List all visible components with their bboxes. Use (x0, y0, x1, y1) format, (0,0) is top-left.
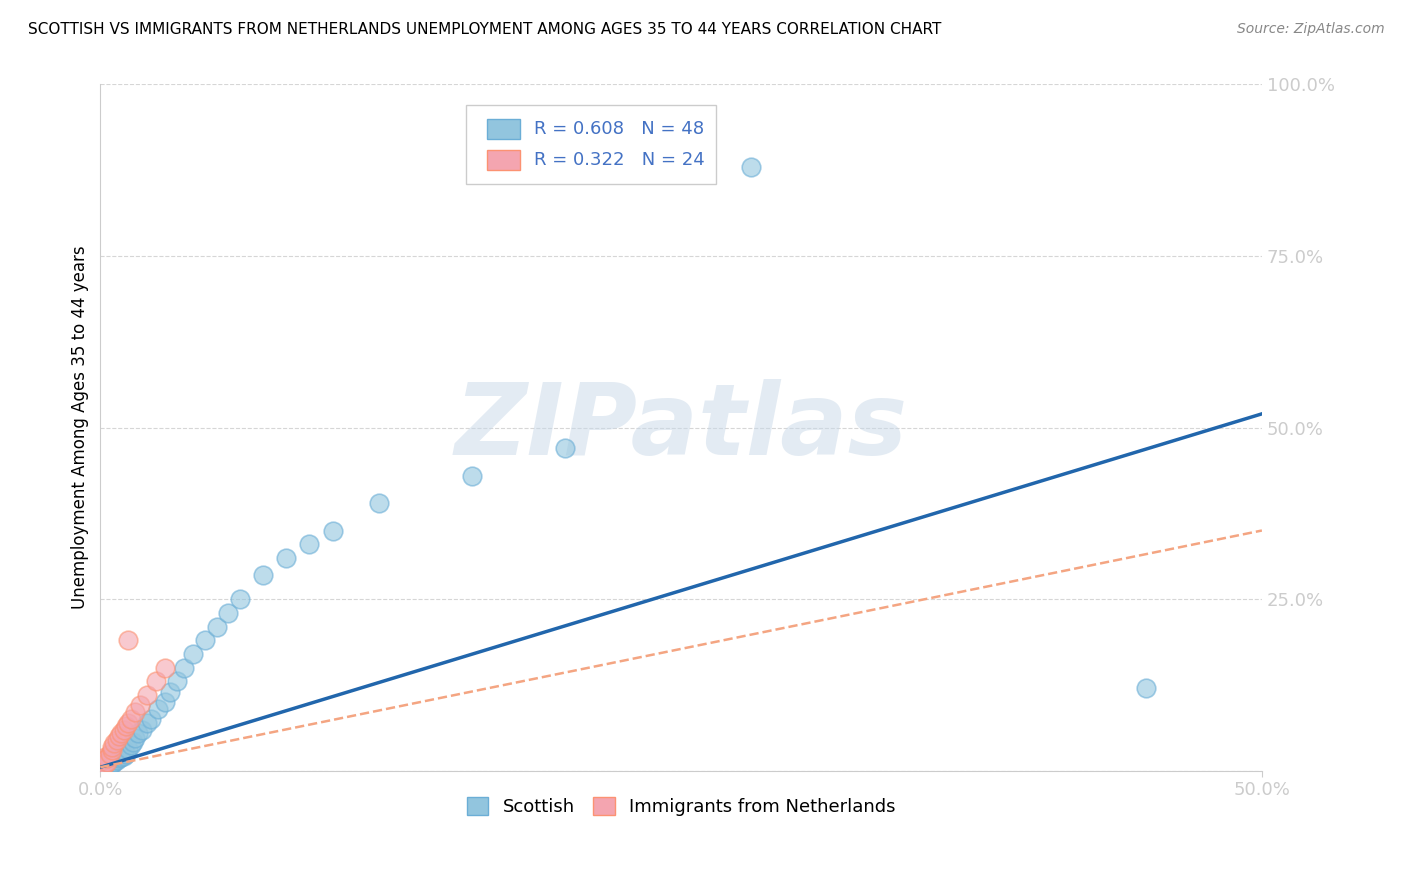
Point (276, 551, 298, 566)
Point (1135, 681, 1157, 696)
Point (117, 715, 139, 730)
Point (112, 723, 135, 737)
Point (96, 756, 118, 770)
Point (112, 743, 135, 757)
Point (127, 726, 149, 740)
Point (89, 760, 111, 774)
Point (117, 633, 139, 648)
Point (108, 730, 131, 744)
Point (298, 537, 321, 551)
Point (103, 750, 125, 764)
Point (110, 744, 132, 758)
Point (181, 647, 204, 661)
Y-axis label: Unemployment Among Ages 35 to 44 years: Unemployment Among Ages 35 to 44 years (72, 246, 89, 609)
Point (229, 592, 252, 607)
Text: R = 0.322   N = 24: R = 0.322 N = 24 (534, 151, 704, 169)
Point (128, 698, 150, 713)
Point (94, 750, 117, 764)
Point (322, 524, 344, 538)
Point (103, 756, 125, 770)
Point (101, 751, 124, 765)
Point (124, 731, 146, 745)
Text: Source: ZipAtlas.com: Source: ZipAtlas.com (1237, 22, 1385, 37)
FancyBboxPatch shape (486, 151, 520, 169)
Point (94, 756, 117, 771)
Point (252, 568, 274, 582)
Point (91, 758, 114, 772)
Point (115, 747, 138, 761)
Point (135, 688, 157, 702)
Point (194, 633, 217, 648)
Point (103, 736, 125, 750)
Point (89, 760, 111, 774)
FancyBboxPatch shape (467, 105, 716, 184)
Point (108, 751, 131, 765)
Point (155, 695, 177, 709)
Point (141, 712, 163, 726)
Point (96, 751, 118, 765)
Point (124, 706, 146, 720)
Point (120, 712, 142, 726)
Point (173, 661, 195, 675)
Point (145, 674, 167, 689)
Point (98, 747, 121, 761)
Point (110, 750, 132, 764)
Point (368, 496, 391, 510)
Point (96, 759, 118, 773)
Point (135, 715, 157, 730)
Point (122, 735, 145, 749)
Text: SCOTTISH VS IMMIGRANTS FROM NETHERLANDS UNEMPLOYMENT AMONG AGES 35 TO 44 YEARS C: SCOTTISH VS IMMIGRANTS FROM NETHERLANDS … (28, 22, 942, 37)
Text: ZIPatlas: ZIPatlas (454, 379, 908, 476)
Legend: Scottish, Immigrants from Netherlands: Scottish, Immigrants from Netherlands (460, 789, 903, 823)
Point (98, 753, 121, 767)
Point (131, 723, 153, 737)
Point (217, 606, 239, 620)
Point (91, 753, 114, 767)
Point (108, 747, 131, 761)
Point (155, 661, 177, 675)
Point (112, 748, 135, 763)
Point (117, 741, 139, 756)
Point (91, 758, 114, 772)
Point (159, 685, 181, 699)
Point (205, 619, 228, 633)
Point (105, 753, 128, 767)
Point (105, 732, 128, 747)
Point (94, 756, 117, 771)
Point (461, 468, 484, 483)
Point (101, 739, 124, 754)
Point (96, 756, 118, 770)
Point (101, 756, 124, 771)
Point (166, 674, 188, 689)
Text: R = 0.608   N = 48: R = 0.608 N = 48 (534, 120, 704, 138)
Point (740, 160, 762, 174)
Point (101, 743, 124, 757)
FancyBboxPatch shape (486, 120, 520, 138)
Point (120, 738, 142, 752)
Point (115, 719, 138, 733)
Point (94, 761, 117, 775)
Point (98, 758, 121, 772)
Point (105, 748, 128, 763)
Point (554, 441, 576, 455)
Point (110, 726, 132, 740)
Point (148, 702, 170, 716)
